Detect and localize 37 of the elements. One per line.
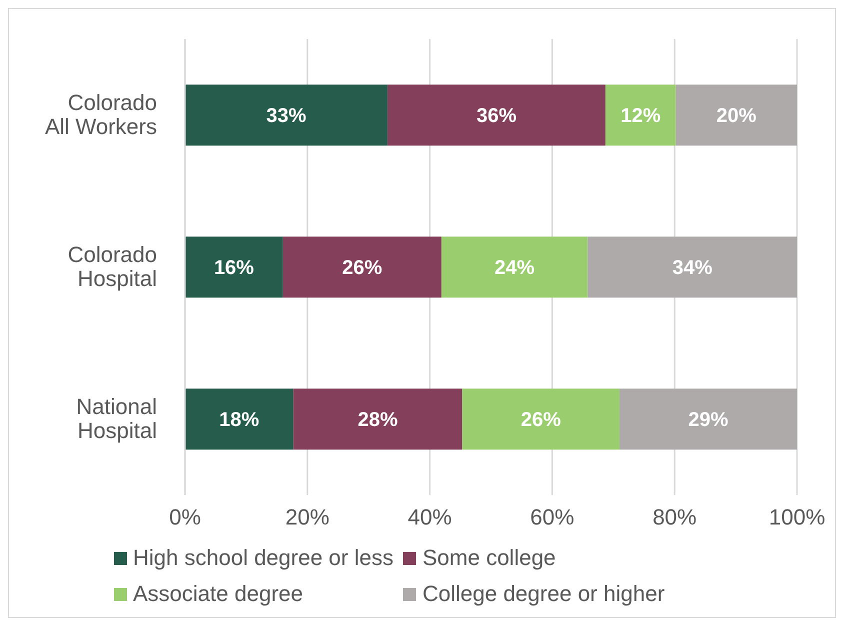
x-tick-label: 80% [652, 504, 697, 530]
data-label: 26% [342, 257, 382, 280]
x-tick-label: 60% [530, 504, 574, 530]
data-label: 26% [520, 409, 562, 432]
x-tick-label: 40% [408, 504, 452, 530]
data-label: 36% [476, 105, 517, 128]
data-label: 12% [620, 105, 661, 128]
bar [293, 388, 462, 450]
x-tick-label: 20% [285, 504, 330, 530]
bar [605, 84, 676, 146]
y-tick-label: Colorado All Workers [44, 90, 157, 139]
legend-label: Some college [421, 545, 557, 571]
bar [676, 84, 797, 146]
legend-label: College degree or higher [421, 581, 665, 607]
data-label: 16% [214, 257, 254, 280]
bar [185, 236, 283, 298]
y-tick-label: National Hospital [76, 394, 157, 443]
data-label: 29% [688, 409, 728, 432]
bar [588, 236, 797, 298]
bar [462, 388, 620, 450]
bar [282, 236, 442, 298]
bar [388, 84, 606, 146]
bar [185, 388, 294, 450]
data-label: 24% [494, 257, 535, 280]
data-label: 28% [358, 409, 398, 432]
bar [185, 84, 388, 146]
bar [620, 388, 797, 450]
data-label: 34% [672, 257, 713, 280]
data-label: 33% [266, 105, 307, 128]
data-label: 18% [219, 409, 260, 432]
bar [441, 236, 588, 298]
legend-label: Associate degree [132, 581, 304, 607]
y-tick-label: Colorado Hospital [68, 242, 157, 291]
x-tick-label: 0% [169, 504, 201, 530]
legend-label: High school degree or less [132, 545, 394, 571]
data-label: 20% [716, 105, 757, 128]
x-tick-label: 100% [768, 504, 826, 530]
